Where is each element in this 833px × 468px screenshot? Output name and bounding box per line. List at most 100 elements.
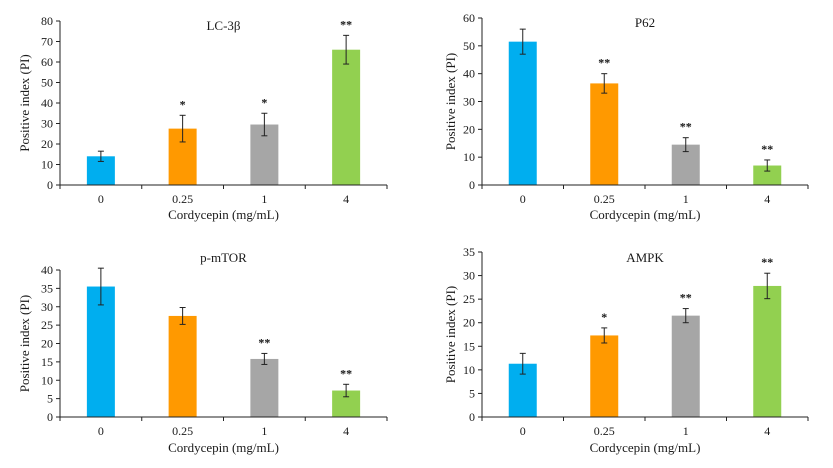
bar-3	[332, 49, 361, 186]
x-tick-label-1: 0.25	[172, 192, 193, 206]
y-tick-label-6: 60	[41, 55, 53, 69]
y-axis-title: Positive index (PI)	[443, 53, 458, 151]
x-tick-label-2: 1	[261, 192, 267, 206]
x-tick-label-1: 0.25	[172, 424, 193, 438]
x-tick-label-3: 4	[764, 192, 770, 206]
x-tick-label-3: 4	[343, 424, 349, 438]
bar-1	[590, 335, 619, 417]
x-axis-title: Cordycepin (mg/mL)	[590, 440, 701, 455]
y-tick-label-0: 0	[469, 178, 475, 192]
x-tick-label-0: 0	[520, 424, 526, 438]
x-tick-label-2: 1	[261, 424, 267, 438]
error-bar-3	[764, 272, 771, 300]
significance-mark-2: **	[258, 335, 270, 349]
significance-mark-1: *	[601, 310, 607, 324]
y-axis-title: Positive index (PI)	[17, 54, 32, 152]
significance-mark-2: **	[680, 291, 692, 305]
y-tick-label-4: 20	[463, 316, 475, 330]
y-tick-label-0: 0	[469, 410, 475, 424]
chart-panel-2: P620**0.25**1**40102030405060Cordycepin …	[443, 11, 809, 222]
x-tick-label-3: 4	[764, 424, 770, 438]
y-tick-label-1: 5	[469, 386, 475, 400]
y-tick-label-5: 50	[463, 39, 475, 53]
bar-1	[168, 315, 197, 417]
y-tick-label-8: 40	[41, 263, 53, 277]
bar-0	[508, 41, 537, 186]
x-axis-title: Cordycepin (mg/mL)	[590, 207, 701, 222]
significance-mark-2: **	[680, 120, 692, 134]
error-bar-0	[97, 150, 104, 162]
error-bar-1	[179, 306, 186, 325]
y-tick-label-6: 30	[41, 300, 53, 314]
y-tick-label-4: 20	[41, 337, 53, 351]
error-bar-2	[261, 112, 268, 137]
error-bar-2	[682, 308, 689, 324]
error-bar-3	[764, 159, 771, 172]
y-axis-title: Positive index (PI)	[17, 295, 32, 393]
bar-2	[250, 358, 279, 417]
bar-2	[671, 315, 700, 417]
y-tick-label-6: 30	[463, 269, 475, 283]
y-tick-label-7: 35	[463, 245, 475, 259]
significance-mark-2: *	[261, 95, 267, 109]
y-tick-label-1: 10	[41, 158, 53, 172]
bar-3	[753, 165, 782, 185]
error-bar-1	[601, 73, 608, 94]
x-axis-title: Cordycepin (mg/mL)	[168, 440, 279, 455]
y-tick-label-1: 5	[47, 392, 53, 406]
error-bar-1	[601, 327, 608, 344]
error-bar-0	[97, 267, 104, 306]
y-axis-title: Positive index (PI)	[443, 286, 458, 384]
error-bar-1	[179, 114, 186, 143]
bar-1	[590, 83, 619, 185]
y-tick-label-3: 30	[41, 117, 53, 131]
y-tick-label-7: 70	[41, 35, 53, 49]
x-tick-label-2: 1	[683, 192, 689, 206]
bar-0	[86, 286, 115, 417]
y-tick-label-2: 10	[41, 373, 53, 387]
y-tick-label-0: 0	[47, 410, 53, 424]
significance-mark-3: **	[761, 255, 773, 269]
y-tick-label-3: 15	[41, 355, 53, 369]
chart-title: P62	[635, 15, 655, 30]
x-tick-label-1: 0.25	[594, 424, 615, 438]
error-bar-0	[519, 28, 526, 55]
y-tick-label-2: 20	[41, 137, 53, 151]
significance-mark-1: *	[180, 97, 186, 111]
significance-mark-3: **	[340, 366, 352, 380]
x-tick-label-2: 1	[683, 424, 689, 438]
chart-panel-4: AMPK 0 * 0.25 ** 1 ** 4 0 5 10 15 20 25 30 35 Cordycepin…	[443, 245, 809, 455]
bar-3	[753, 285, 782, 417]
y-tick-label-3: 15	[463, 339, 475, 353]
significance-mark-3: **	[761, 142, 773, 156]
x-tick-label-0: 0	[98, 424, 104, 438]
y-tick-label-7: 35	[41, 281, 53, 295]
error-bar-3	[343, 383, 350, 398]
significance-mark-3: **	[340, 17, 352, 31]
error-bar-2	[682, 137, 689, 153]
chart-title: AMPK	[626, 250, 664, 265]
chart-panel-1: LC-3β0*0.25*1**401020304050607080Cordyce…	[17, 14, 388, 222]
y-tick-label-8: 80	[41, 14, 53, 28]
chart-title: p-mTOR	[200, 250, 247, 265]
y-tick-label-4: 40	[463, 67, 475, 81]
y-tick-label-2: 10	[463, 363, 475, 377]
y-tick-label-0: 0	[47, 178, 53, 192]
x-tick-label-0: 0	[98, 192, 104, 206]
significance-mark-1: **	[598, 56, 610, 70]
y-tick-label-2: 20	[463, 122, 475, 136]
y-tick-label-4: 40	[41, 96, 53, 110]
x-tick-label-0: 0	[520, 192, 526, 206]
y-tick-label-6: 60	[463, 11, 475, 25]
chart-title: LC-3β	[206, 18, 240, 33]
y-tick-label-1: 10	[463, 150, 475, 164]
y-tick-label-5: 25	[41, 318, 53, 332]
error-bar-0	[519, 352, 526, 375]
y-tick-label-5: 50	[41, 76, 53, 90]
error-bar-3	[343, 34, 350, 65]
error-bar-2	[261, 352, 268, 365]
x-tick-label-3: 4	[343, 192, 349, 206]
x-tick-label-1: 0.25	[594, 192, 615, 206]
